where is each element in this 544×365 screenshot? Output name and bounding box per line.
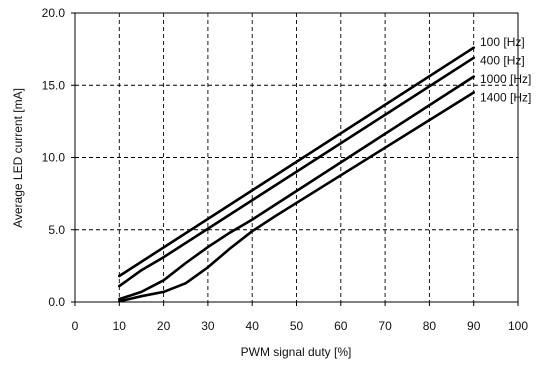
y-tick-label: 20.0 [42,6,66,20]
y-axis-ticks: 0.0 5.0 10.0 15.0 20.0 [42,6,75,309]
x-tick-label: 20 [157,319,171,333]
x-tick-label: 30 [201,319,215,333]
y-axis-title: Average LED current [mA] [11,88,25,228]
legend-label: 1400 [Hz] [480,91,531,105]
y-tick-label: 15.0 [42,78,66,92]
x-tick-label: 90 [467,319,481,333]
x-tick-label: 70 [378,319,392,333]
y-tick-label: 10.0 [42,151,66,165]
x-axis-ticks: 0 10 20 30 40 50 60 70 80 90 100 [72,302,528,333]
legend-label: 1000 [Hz] [480,72,531,86]
series-line-3 [118,91,476,303]
x-tick-label: 10 [113,319,127,333]
legend: 100 [Hz] 400 [Hz] 1000 [Hz] 1400 [Hz] [480,35,531,105]
x-tick-label: 0 [72,319,79,333]
series-line-1 [118,56,476,288]
series-line-2 [118,75,476,301]
x-tick-label: 40 [246,319,260,333]
y-tick-label: 0.0 [48,295,65,309]
x-axis-title: PWM signal duty [%] [241,345,352,359]
y-tick-label: 5.0 [48,223,65,237]
legend-label: 400 [Hz] [480,54,525,68]
grid [75,13,518,302]
legend-label: 100 [Hz] [480,35,525,49]
x-tick-label: 100 [508,319,528,333]
series-lines [118,46,476,303]
series-line-0 [118,46,476,278]
x-tick-label: 50 [290,319,304,333]
x-tick-label: 80 [423,319,437,333]
x-tick-label: 60 [334,319,348,333]
